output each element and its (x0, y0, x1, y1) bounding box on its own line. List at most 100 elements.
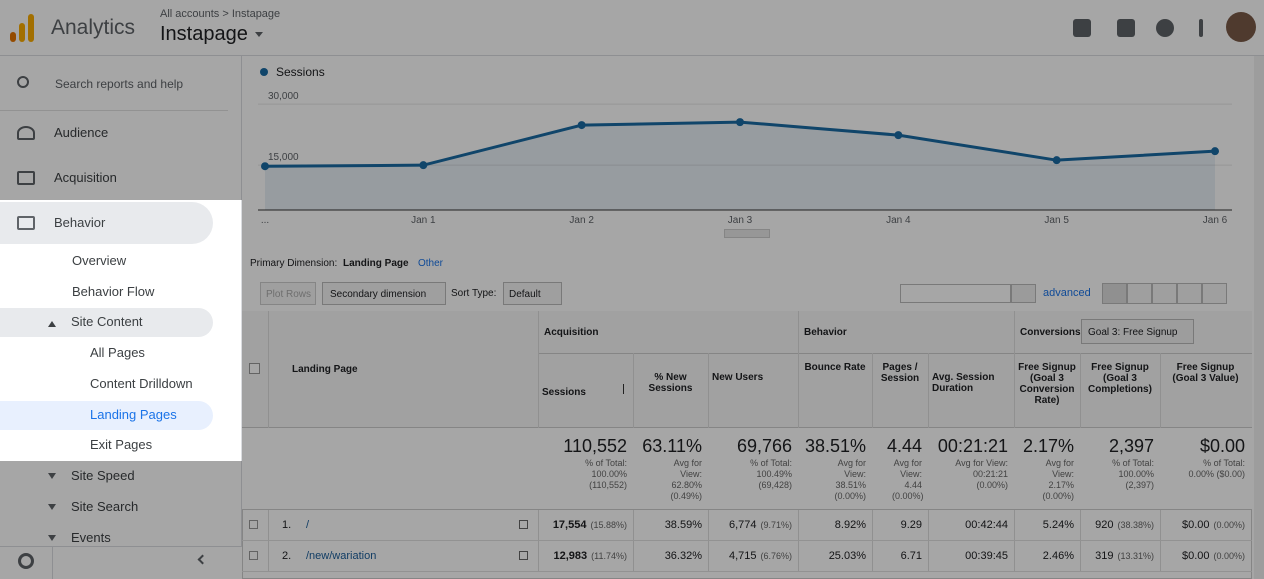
page-link[interactable]: / (306, 519, 310, 531)
point (419, 161, 428, 170)
header-icon[interactable] (1156, 19, 1174, 37)
chart-toggle[interactable] (724, 229, 770, 238)
nav-item[interactable]: Site Speed (71, 468, 135, 483)
total-value: 2.17% (1022, 436, 1074, 456)
logo (10, 14, 36, 42)
header-icon[interactable] (1199, 19, 1203, 37)
total-value: 63.11% (642, 436, 702, 456)
x-tick-label: Jan 5 (1044, 215, 1069, 226)
cell: $0.00 (0.00%) (1160, 519, 1245, 531)
col-header[interactable]: Avg. Session Duration (932, 372, 995, 394)
property-name[interactable]: Instapage (160, 23, 248, 45)
total-note: % of Total: 100.00% (2,397) (1112, 458, 1154, 490)
breadcrumb[interactable]: All accounts > Instapage (160, 8, 281, 20)
cell: 6,774 (9.71%) (708, 519, 792, 531)
col-header[interactable]: Bounce Rate (804, 362, 866, 373)
open-icon[interactable] (519, 520, 528, 529)
view-button[interactable] (1202, 283, 1227, 304)
cell: 4,715 (6.76%) (708, 550, 792, 562)
open-icon[interactable] (519, 551, 528, 560)
sort-arrow (623, 384, 624, 394)
search-box[interactable] (900, 284, 1011, 303)
button[interactable]: Plot Rows (260, 282, 316, 305)
total-value: 00:21:21 (937, 436, 1008, 456)
legend-marker (260, 68, 268, 76)
group-header: Acquisition (544, 327, 599, 338)
header-icon[interactable] (1117, 19, 1135, 37)
total-note: Avg for View: 62.80% (0.49%) (670, 458, 702, 501)
total-value: $0.00 (1199, 436, 1245, 456)
header (0, 0, 1264, 56)
col-header[interactable]: Free Signup (Goal 3 Value) (1172, 362, 1239, 384)
view-button[interactable] (1177, 283, 1202, 304)
checkbox[interactable] (249, 363, 260, 374)
label: Landing Page (343, 258, 409, 269)
col-header[interactable]: Pages / Session (880, 362, 920, 384)
totals (242, 428, 1252, 510)
total-note: Avg for View: 2.17% (0.00%) (1042, 458, 1074, 501)
col-header[interactable]: Free Signup (Goal 3 Conversion Rate) (1018, 362, 1076, 406)
cell-value: $0.00 (1181, 519, 1210, 531)
x-tick-label: Jan 6 (1203, 215, 1228, 226)
nav-item[interactable]: Behavior (54, 215, 106, 230)
checkbox[interactable] (249, 551, 258, 560)
nav-item[interactable]: Events (71, 530, 111, 545)
cell-value: 17,554 (552, 519, 587, 531)
cell-value: 4,715 (728, 550, 757, 562)
row-index: 1. (282, 519, 292, 531)
view-button[interactable] (1152, 283, 1177, 304)
expand-icon (48, 504, 56, 514)
cell-value: 36.32% (664, 550, 702, 562)
logo-bar (10, 32, 16, 42)
link[interactable]: Other (418, 258, 444, 269)
point (894, 131, 903, 140)
dropdown[interactable]: Secondary dimension (322, 282, 446, 305)
view-button[interactable] (1127, 283, 1152, 304)
label: Primary Dimension: (250, 258, 338, 269)
dropdown[interactable]: Goal 3: Free Signup (1081, 319, 1194, 344)
expand-icon (48, 473, 56, 483)
total-value: 38.51% (804, 436, 866, 456)
dropdown[interactable]: Default (503, 282, 562, 305)
y-tick-label: 15,000 (268, 152, 299, 163)
cell: 920 (38.38%) (1080, 519, 1154, 531)
logo-bar (28, 14, 34, 42)
link[interactable]: advanced (1043, 287, 1091, 299)
col-header[interactable]: Landing Page (292, 364, 358, 375)
nav-item[interactable]: Site Content (71, 314, 143, 329)
search-input[interactable]: Search reports and help (55, 77, 184, 91)
x-tick-label: Jan 1 (411, 215, 436, 226)
page-link[interactable]: /new/wariation (306, 550, 377, 562)
nav-item[interactable]: Overview (72, 253, 127, 268)
expand-icon (48, 535, 56, 545)
avatar[interactable] (1226, 12, 1256, 42)
row-index: 2. (282, 550, 292, 562)
nav-item[interactable]: Content Drilldown (90, 376, 193, 391)
cell: 319 (13.31%) (1080, 550, 1154, 562)
col-header[interactable]: % New Sessions (648, 372, 693, 394)
col-header[interactable]: Free Signup (Goal 3 Completions) (1088, 362, 1152, 395)
nav-item[interactable]: Site Search (71, 499, 139, 514)
cell: 17,554 (15.88%) (538, 519, 627, 531)
total-value: 69,766 (736, 436, 792, 456)
nav-item[interactable]: Behavior Flow (72, 284, 155, 299)
legend-label: Sessions (276, 65, 325, 79)
checkbox[interactable] (249, 520, 258, 529)
settings-icon[interactable] (18, 553, 34, 569)
view-button[interactable] (1102, 283, 1127, 304)
x-tick-label: Jan 2 (569, 215, 594, 226)
nav-pill (0, 401, 213, 430)
nav-item[interactable]: All Pages (90, 345, 145, 360)
header-icon[interactable] (1073, 19, 1091, 37)
search-button[interactable] (1011, 284, 1036, 303)
point (261, 162, 269, 171)
nav-item[interactable]: Landing Pages (90, 407, 177, 422)
nav-pill (0, 308, 213, 337)
nav-item[interactable]: Acquisition (54, 170, 117, 185)
col-header[interactable]: New Users (712, 372, 764, 383)
nav-item[interactable]: Audience (54, 125, 109, 140)
col-header[interactable]: Sessions (542, 387, 586, 398)
nav-item[interactable]: Exit Pages (90, 437, 153, 452)
cell: 2.46% (1014, 550, 1074, 562)
cell-percent: (6.76%) (760, 551, 792, 561)
